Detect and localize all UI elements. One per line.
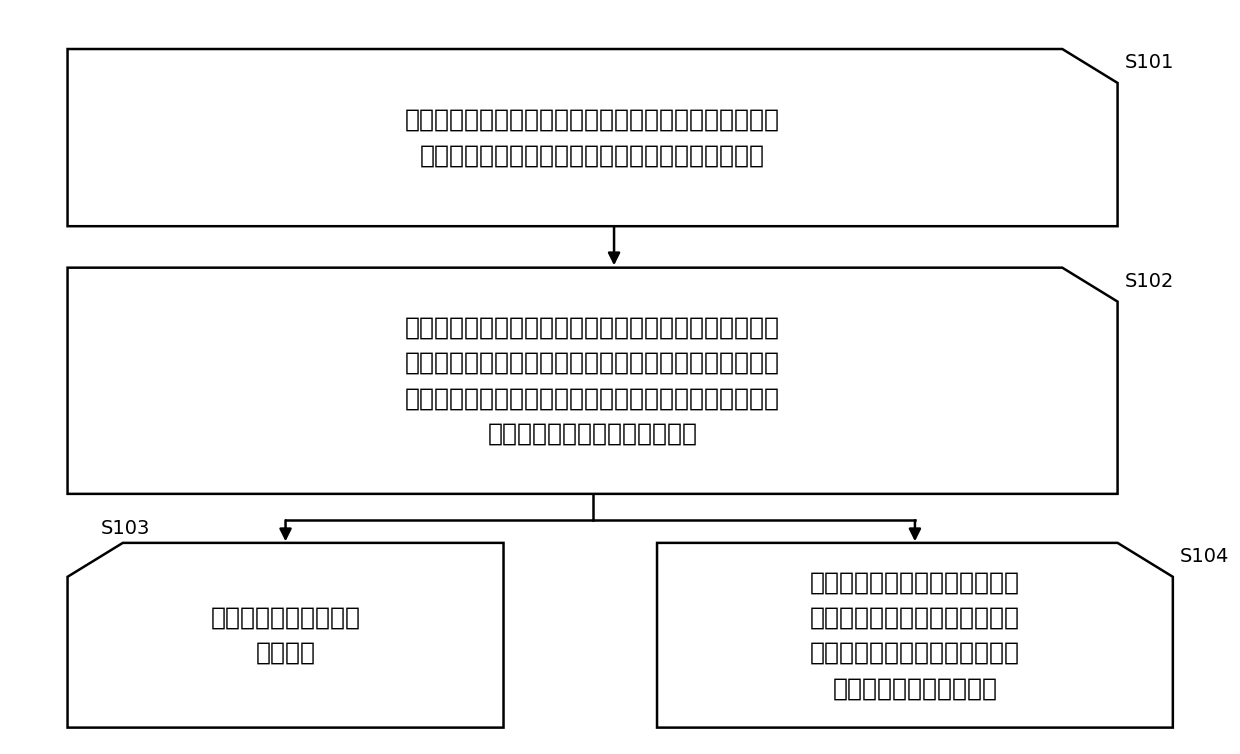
Polygon shape: [67, 543, 503, 728]
Text: S101: S101: [1125, 53, 1174, 72]
Polygon shape: [67, 49, 1117, 226]
Text: S103: S103: [100, 520, 150, 538]
Polygon shape: [657, 543, 1173, 728]
Text: S104: S104: [1180, 547, 1230, 566]
Text: 获得隧道的参数信息；隧道的参数信息包括开挖断面的尺
寸、中心埋深和几何形状、隧道围岩的物理力学参数: 获得隧道的参数信息；隧道的参数信息包括开挖断面的尺 寸、中心埋深和几何形状、隧道…: [405, 108, 780, 167]
Text: 若不大于，计算临界稳定断面内
的围岩作为支护结构时的安全系
数，根据计算所得的安全系数确
定隧道围岩是否需要支护: 若不大于，计算临界稳定断面内 的围岩作为支护结构时的安全系 数，根据计算所得的安…: [810, 570, 1021, 700]
Text: S102: S102: [1125, 271, 1174, 291]
Text: 若大于，确定隧道围岩
需要支护: 若大于，确定隧道围岩 需要支护: [211, 605, 361, 665]
Text: 利用所获得的参数信息，计算临界稳定断面；临界稳定断
面为与开挖断面中心埋深相同、几何形状相似且在无支护
状态下隧道围岩能够自稳的最大断面；判断开挖断面的尺
寸是: 利用所获得的参数信息，计算临界稳定断面；临界稳定断 面为与开挖断面中心埋深相同、…: [405, 316, 780, 446]
Polygon shape: [67, 268, 1117, 494]
